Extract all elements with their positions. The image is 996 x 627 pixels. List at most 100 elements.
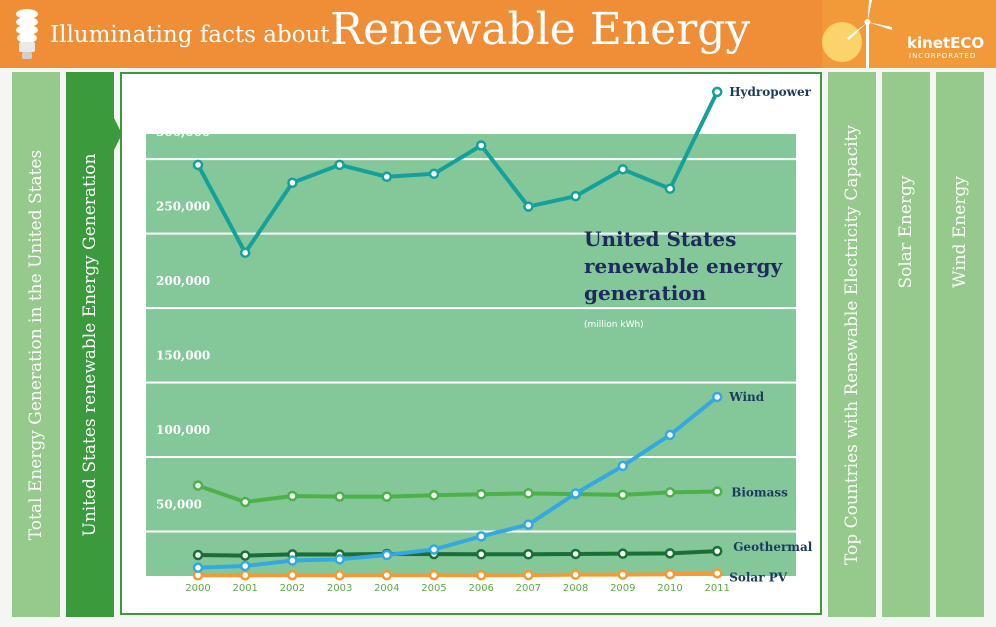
data-point: [617, 489, 629, 501]
active-tab-pointer: [112, 114, 122, 154]
data-point: [428, 490, 440, 501]
wind-turbine-icon: [822, 0, 892, 68]
data-point: [192, 159, 204, 171]
gridline: [146, 381, 796, 384]
tab-solar-energy[interactable]: Solar Energy: [882, 72, 930, 617]
data-point: [475, 140, 487, 151]
line-chart: 50,000 100,000 150,000 200,000 250,000 300,00…: [146, 85, 813, 594]
data-point: [334, 570, 345, 581]
gridline: [146, 456, 796, 459]
data-point: [523, 488, 534, 499]
data-point: [428, 569, 440, 581]
data-point: [475, 531, 487, 542]
x-tick-label: 2001: [232, 583, 257, 594]
chart-subtitle: (million kWh): [584, 320, 644, 330]
brand-logo[interactable]: kinetECO INCORPORATED: [822, 0, 996, 68]
data-point: [334, 159, 345, 171]
data-point: [192, 562, 204, 573]
series-label: Biomass: [731, 486, 788, 500]
data-point: [192, 549, 204, 561]
gridline: [146, 232, 796, 235]
tab-label: Total Energy Generation in the United St…: [26, 149, 46, 540]
data-point: [381, 569, 393, 581]
data-point: [287, 490, 298, 502]
data-point: [239, 550, 251, 561]
y-tick-label: 300,000: [156, 125, 210, 139]
y-tick-label: 50,000: [156, 498, 202, 512]
data-point: [239, 496, 251, 508]
data-point: [617, 569, 629, 580]
data-point: [570, 190, 581, 202]
tab-label: United States renewable Energy Generatio…: [80, 153, 100, 536]
data-point: [381, 549, 393, 561]
header-prefix: Illuminating facts about: [50, 22, 330, 48]
data-point: [287, 569, 298, 581]
data-point: [711, 545, 723, 557]
y-tick-label: 250,000: [156, 200, 210, 214]
data-point: [239, 247, 251, 259]
data-point: [428, 544, 440, 555]
tab-label: Wind Energy: [950, 176, 970, 288]
data-point: [523, 549, 534, 560]
data-point: [523, 569, 534, 581]
brand-name: kinetECO: [907, 34, 985, 52]
x-tick-label: 2011: [704, 583, 729, 594]
x-tick-label: 2004: [374, 583, 399, 594]
series-line-biomass: [197, 483, 718, 504]
data-point: [664, 429, 676, 441]
tab-wind-energy[interactable]: Wind Energy: [936, 72, 984, 617]
page-title: Renewable Energy: [330, 4, 751, 55]
y-tick-label: 200,000: [156, 274, 210, 288]
data-point: [617, 548, 629, 559]
data-point: [287, 177, 298, 188]
data-point: [192, 480, 204, 491]
data-point: [334, 554, 345, 565]
data-point: [475, 488, 487, 500]
data-point: [570, 488, 581, 499]
data-point: [664, 568, 676, 580]
data-point: [523, 201, 534, 212]
y-tick-label: 150,000: [156, 349, 210, 363]
series-line-solar-pv: [198, 571, 718, 578]
x-tick-label: 2000: [185, 583, 210, 594]
plot-area: [146, 134, 796, 576]
gridline: [146, 530, 796, 533]
data-point: [475, 570, 487, 581]
gridline: [146, 307, 796, 310]
tab-us-renewable-generation[interactable]: United States renewable Energy Generatio…: [66, 72, 114, 617]
x-tick-label: 2010: [657, 583, 682, 594]
data-point: [711, 568, 723, 579]
series-label: Geothermal: [733, 540, 813, 554]
data-point: [239, 570, 251, 581]
series-label: Wind: [728, 390, 765, 404]
data-point: [711, 486, 723, 497]
y-tick-label: 100,000: [156, 423, 210, 437]
series-label: Hydropower: [729, 85, 811, 99]
tab-label: Solar Energy: [896, 175, 916, 289]
chart-title: renewable energy: [584, 254, 783, 278]
chart-title: generation: [584, 281, 707, 305]
series-line-geothermal: [197, 549, 718, 558]
data-point: [664, 183, 676, 194]
x-tick-label: 2006: [468, 583, 493, 594]
data-point: [287, 555, 298, 566]
light-bulb-icon: [16, 9, 38, 59]
x-tick-label: 2005: [421, 583, 446, 594]
data-point: [523, 519, 534, 530]
data-point: [428, 168, 440, 180]
data-point: [664, 548, 676, 559]
series-label: Solar PV: [729, 570, 788, 584]
data-point: [381, 491, 393, 502]
data-point: [334, 491, 345, 502]
data-point: [570, 569, 581, 580]
series-line-wind: [197, 395, 719, 570]
data-point: [711, 86, 723, 98]
tab-total-energy-generation[interactable]: Total Energy Generation in the United St…: [12, 72, 60, 617]
tab-top-countries[interactable]: Top Countries with Renewable Electricity…: [828, 72, 876, 617]
brand-subtitle: INCORPORATED: [909, 52, 977, 60]
data-point: [617, 164, 629, 175]
x-tick-label: 2007: [516, 583, 541, 594]
tab-label: Top Countries with Renewable Electricity…: [842, 124, 862, 565]
data-point: [570, 548, 581, 560]
series-line-hydropower: [196, 91, 719, 255]
